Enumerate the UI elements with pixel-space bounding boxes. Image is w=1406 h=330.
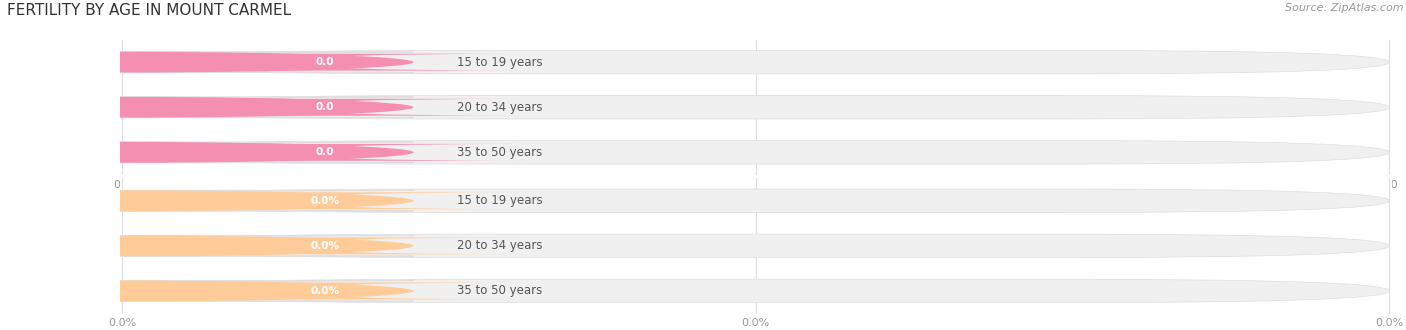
Text: 20 to 34 years: 20 to 34 years — [457, 239, 543, 252]
Text: 0.0%: 0.0% — [311, 196, 339, 206]
Circle shape — [0, 97, 413, 117]
FancyBboxPatch shape — [120, 99, 530, 116]
FancyBboxPatch shape — [122, 95, 1389, 119]
FancyBboxPatch shape — [122, 234, 1389, 258]
FancyBboxPatch shape — [77, 142, 413, 163]
FancyBboxPatch shape — [77, 52, 413, 73]
Circle shape — [0, 190, 413, 211]
FancyBboxPatch shape — [122, 141, 1389, 164]
Text: 0.0: 0.0 — [315, 148, 335, 157]
Text: 35 to 50 years: 35 to 50 years — [457, 146, 543, 159]
Text: 20 to 34 years: 20 to 34 years — [457, 101, 543, 114]
FancyBboxPatch shape — [77, 280, 413, 301]
Circle shape — [0, 142, 413, 163]
Text: 0.0%: 0.0% — [311, 286, 339, 296]
Circle shape — [0, 52, 413, 73]
FancyBboxPatch shape — [77, 97, 413, 117]
Text: 0.0%: 0.0% — [311, 241, 339, 251]
Circle shape — [0, 236, 413, 256]
FancyBboxPatch shape — [77, 190, 413, 211]
Text: 15 to 19 years: 15 to 19 years — [457, 194, 543, 207]
FancyBboxPatch shape — [120, 144, 530, 161]
FancyBboxPatch shape — [122, 279, 1389, 303]
FancyBboxPatch shape — [120, 282, 530, 299]
FancyBboxPatch shape — [122, 50, 1389, 74]
FancyBboxPatch shape — [120, 237, 530, 254]
FancyBboxPatch shape — [77, 236, 413, 256]
Text: FERTILITY BY AGE IN MOUNT CARMEL: FERTILITY BY AGE IN MOUNT CARMEL — [7, 3, 291, 18]
Text: 0.0: 0.0 — [315, 102, 335, 112]
FancyBboxPatch shape — [120, 192, 530, 209]
FancyBboxPatch shape — [122, 189, 1389, 213]
FancyBboxPatch shape — [120, 54, 530, 71]
Circle shape — [0, 280, 413, 301]
Text: 0.0: 0.0 — [315, 57, 335, 67]
Text: 35 to 50 years: 35 to 50 years — [457, 284, 543, 297]
Text: Source: ZipAtlas.com: Source: ZipAtlas.com — [1285, 3, 1403, 13]
Text: 15 to 19 years: 15 to 19 years — [457, 56, 543, 69]
